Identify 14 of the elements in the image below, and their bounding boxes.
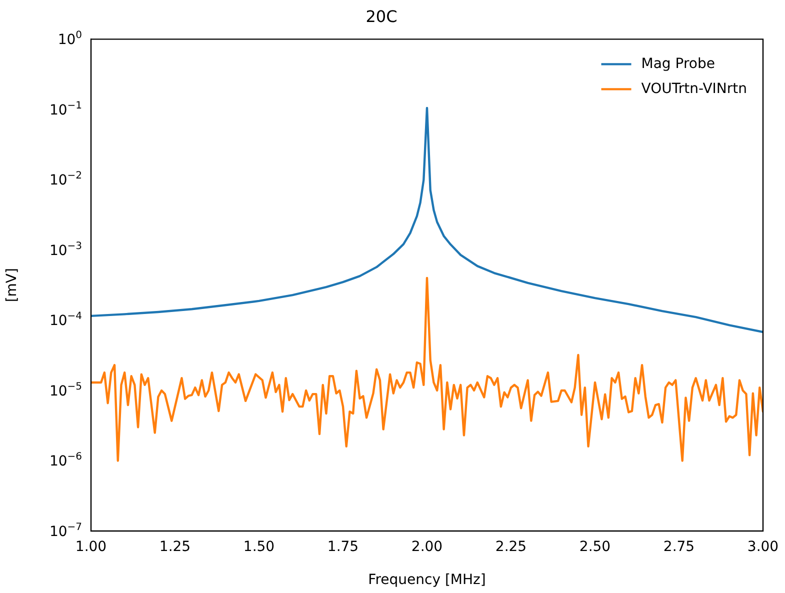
x-tick-label: 2.25 (495, 539, 527, 556)
x-tick-label: 1.75 (327, 539, 359, 556)
x-tick-label: 2.00 (411, 539, 443, 556)
legend-label: VOUTrtn-VINrtn (641, 80, 748, 97)
x-tick-label: 2.50 (579, 539, 611, 556)
y-axis-title: [mV] (4, 268, 20, 302)
x-tick-label: 1.50 (243, 539, 275, 556)
x-tick-label: 1.25 (159, 539, 191, 556)
x-tick-label: 2.75 (663, 539, 695, 556)
chart-title: 20C (366, 6, 398, 26)
x-tick-label: 3.00 (747, 539, 779, 556)
x-tick-label: 1.00 (75, 539, 107, 556)
x-axis-title: Frequency [MHz] (368, 572, 486, 588)
legend-label: Mag Probe (641, 56, 715, 72)
